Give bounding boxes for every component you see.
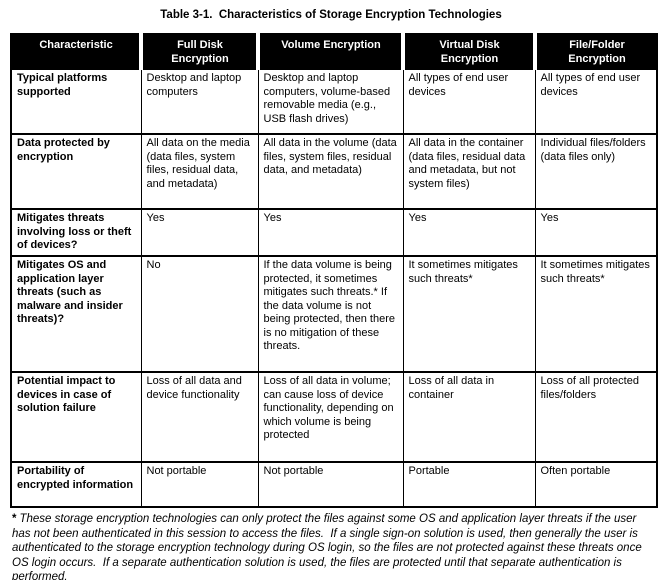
row-characteristic: Mitigates OS and application layer threa… [10,255,142,373]
column-header-volume-encryption: Volume Encryption [256,33,404,70]
storage-encryption-table: Characteristic Full Disk Encryption Volu… [10,33,658,508]
table-cell: Portable [402,461,536,508]
table-cell: Not portable [140,461,259,508]
column-header-full-disk-encryption: Full Disk Encryption [139,33,259,70]
table-row: Mitigates threats involving loss or thef… [10,208,658,257]
footnote-asterisk-marker: * [12,513,17,525]
table-cell: Desktop and laptop computers, volume-bas… [257,68,404,135]
table-cell: Yes [534,208,658,257]
row-characteristic: Typical platforms supported [10,68,142,135]
table-cell: Not portable [257,461,404,508]
table-row: Potential impact to devices in case of s… [10,371,658,463]
table-cell: Yes [402,208,536,257]
table-cell: All data in the volume (data files, syst… [257,133,404,210]
table-cell: All data in the container (data files, r… [402,133,536,210]
row-characteristic: Mitigates threats involving loss or thef… [10,208,142,257]
column-header-virtual-disk-encryption: Virtual Disk Encryption [401,33,536,70]
table-cell: Yes [140,208,259,257]
column-header-file-folder-encryption: File/Folder Encryption [533,33,658,70]
table-row: Portability of encrypted information Not… [10,461,658,508]
row-characteristic: Data protected by encryption [10,133,142,210]
table-cell: Yes [257,208,404,257]
table-cell: All data on the media (data files, syste… [140,133,259,210]
table-header-row: Characteristic Full Disk Encryption Volu… [10,33,658,70]
column-header-characteristic: Characteristic [10,33,142,70]
row-characteristic: Potential impact to devices in case of s… [10,371,142,463]
table-cell: Loss of all data in container [402,371,536,463]
table-row: Data protected by encryption All data on… [10,133,658,210]
table-row: Typical platforms supported Desktop and … [10,68,658,135]
table-cell: It sometimes mitigates such threats* [534,255,658,373]
table-cell: Individual files/folders (data files onl… [534,133,658,210]
table-caption: Table 3-1. Characteristics of Storage En… [160,9,502,21]
table-cell: All types of end user devices [534,68,658,135]
table-cell: Loss of all data in volume; can cause lo… [257,371,404,463]
table-cell: No [140,255,259,373]
table-cell: Desktop and laptop computers [140,68,259,135]
table-cell: All types of end user devices [402,68,536,135]
table-cell: It sometimes mitigates such threats* [402,255,536,373]
table-cell: If the data volume is being protected, i… [257,255,404,373]
table-cell: Loss of all data and device functionalit… [140,371,259,463]
table-row: Mitigates OS and application layer threa… [10,255,658,373]
row-characteristic: Portability of encrypted information [10,461,142,508]
table-cell: Loss of all protected files/folders [534,371,658,463]
table-footnote: * These storage encryption technologies c… [12,512,654,580]
table-cell: Often portable [534,461,658,508]
footnote-text: These storage encryption technologies ca… [12,513,645,580]
